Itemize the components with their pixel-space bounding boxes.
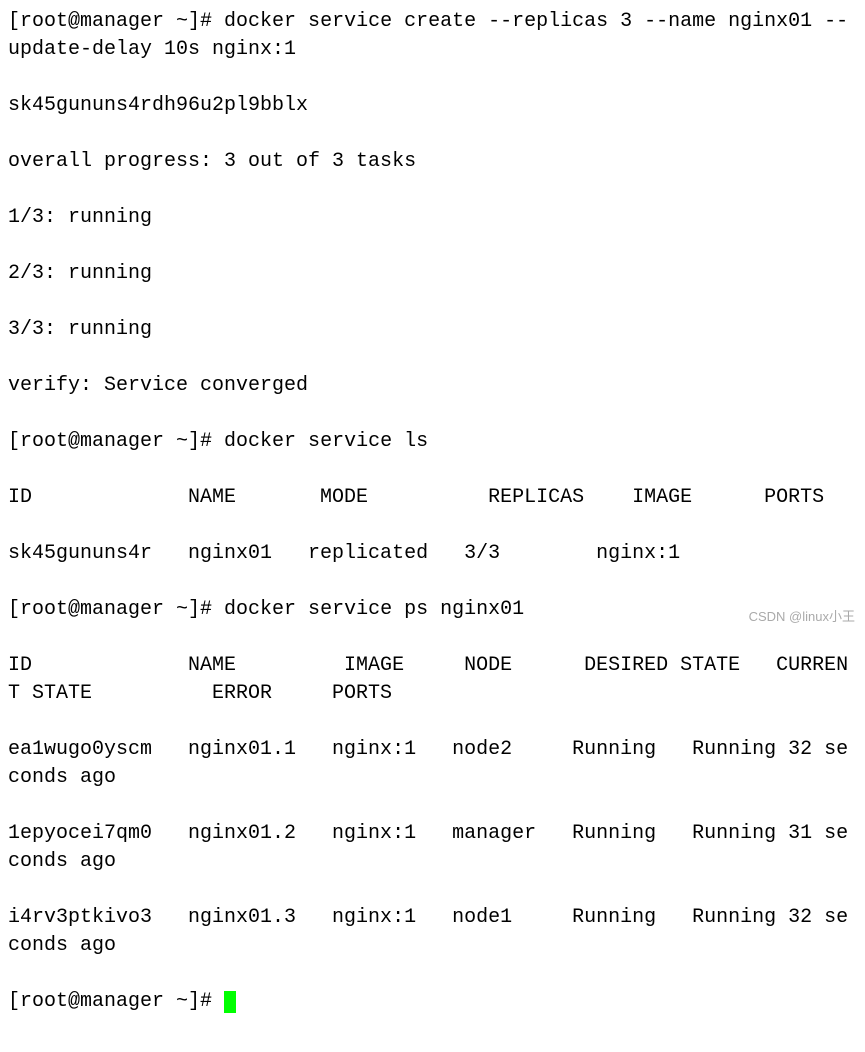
cmd-ps: docker service ps nginx01 bbox=[224, 598, 524, 621]
cursor[interactable] bbox=[224, 991, 236, 1013]
prompt: [root@manager ~]# bbox=[8, 598, 224, 621]
ps-row-2: i4rv3ptkivo3 nginx01.3 nginx:1 node1 Run… bbox=[8, 904, 857, 960]
cmd-ls: docker service ls bbox=[224, 430, 428, 453]
task-2: 2/3: running bbox=[8, 260, 857, 288]
ls-header: ID NAME MODE REPLICAS IMAGE PORTS bbox=[8, 484, 857, 512]
watermark: CSDN @linux小王 bbox=[749, 608, 855, 626]
prompt: [root@manager ~]# bbox=[8, 10, 224, 33]
cmd-create-line: [root@manager ~]# docker service create … bbox=[8, 8, 857, 64]
task-3: 3/3: running bbox=[8, 316, 857, 344]
verify-line: verify: Service converged bbox=[8, 372, 857, 400]
final-prompt-line: [root@manager ~]# bbox=[8, 988, 857, 1016]
prompt: [root@manager ~]# bbox=[8, 430, 224, 453]
prompt: [root@manager ~]# bbox=[8, 990, 224, 1013]
ps-header: ID NAME IMAGE NODE DESIRED STATE CURRENT… bbox=[8, 652, 857, 708]
ls-row-0: sk45gununs4r nginx01 replicated 3/3 ngin… bbox=[8, 540, 857, 568]
task-1: 1/3: running bbox=[8, 204, 857, 232]
ps-row-0: ea1wugo0yscm nginx01.1 nginx:1 node2 Run… bbox=[8, 736, 857, 792]
cmd-ps-line: [root@manager ~]# docker service ps ngin… bbox=[8, 596, 857, 624]
cmd-ls-line: [root@manager ~]# docker service ls bbox=[8, 428, 857, 456]
progress-line: overall progress: 3 out of 3 tasks bbox=[8, 148, 857, 176]
ps-row-1: 1epyocei7qm0 nginx01.2 nginx:1 manager R… bbox=[8, 820, 857, 876]
terminal-output: [root@manager ~]# docker service create … bbox=[8, 8, 857, 1044]
service-id-line: sk45gununs4rdh96u2pl9bblx bbox=[8, 92, 857, 120]
